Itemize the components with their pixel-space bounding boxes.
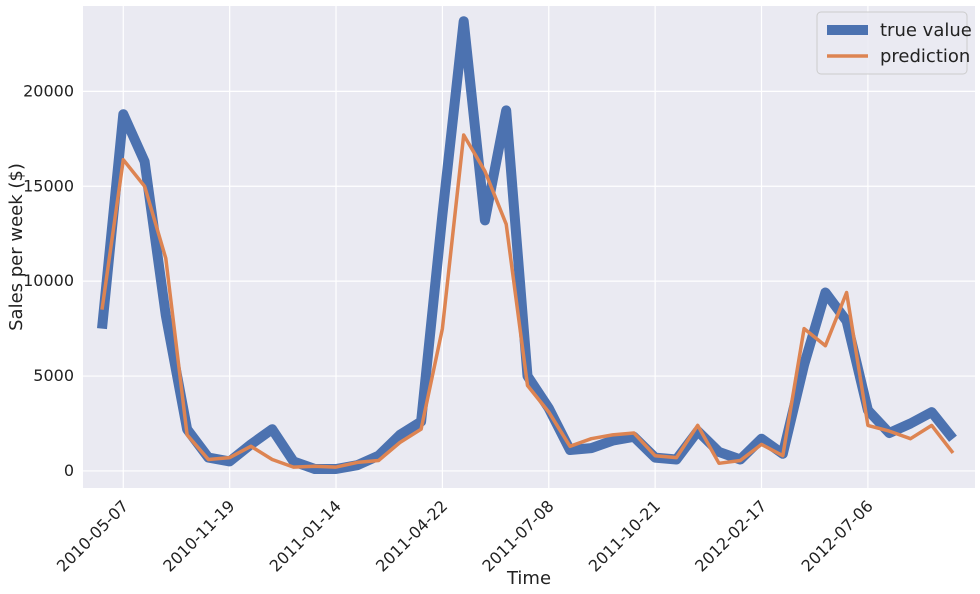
series-lines — [97, 16, 957, 474]
y-tick-label: 10000 — [23, 271, 74, 290]
x-tick-label: 2012-07-06 — [798, 496, 877, 575]
y-axis-ticks: 0 5000 10000 15000 20000 — [23, 81, 74, 480]
x-axis-ticks: 2010-05-07 2010-11-19 2011-01-14 2011-04-22… — [53, 496, 877, 575]
x-tick-label: 2011-10-21 — [585, 496, 664, 575]
x-tick-label: 2011-04-22 — [372, 496, 451, 575]
series-line-prediction — [100, 133, 955, 469]
x-tick-label: 2010-11-19 — [159, 496, 238, 575]
y-tick-label: 0 — [64, 461, 74, 480]
x-tick-label: 2012-02-17 — [691, 496, 770, 575]
y-tick-label: 15000 — [23, 176, 74, 195]
x-axis-label: Time — [506, 568, 551, 589]
legend-label: prediction — [880, 46, 970, 67]
y-tick-label: 20000 — [23, 81, 74, 100]
legend-label: true value — [880, 20, 972, 41]
x-tick-label: 2011-01-14 — [266, 496, 345, 575]
x-tick-label: 2010-05-07 — [53, 496, 132, 575]
legend: true value prediction — [816, 11, 972, 75]
plot-area — [83, 6, 975, 488]
y-tick-label: 5000 — [33, 366, 74, 385]
x-tick-label: 2011-07-08 — [478, 496, 557, 575]
y-axis-label: Sales per week ($) — [6, 163, 27, 331]
